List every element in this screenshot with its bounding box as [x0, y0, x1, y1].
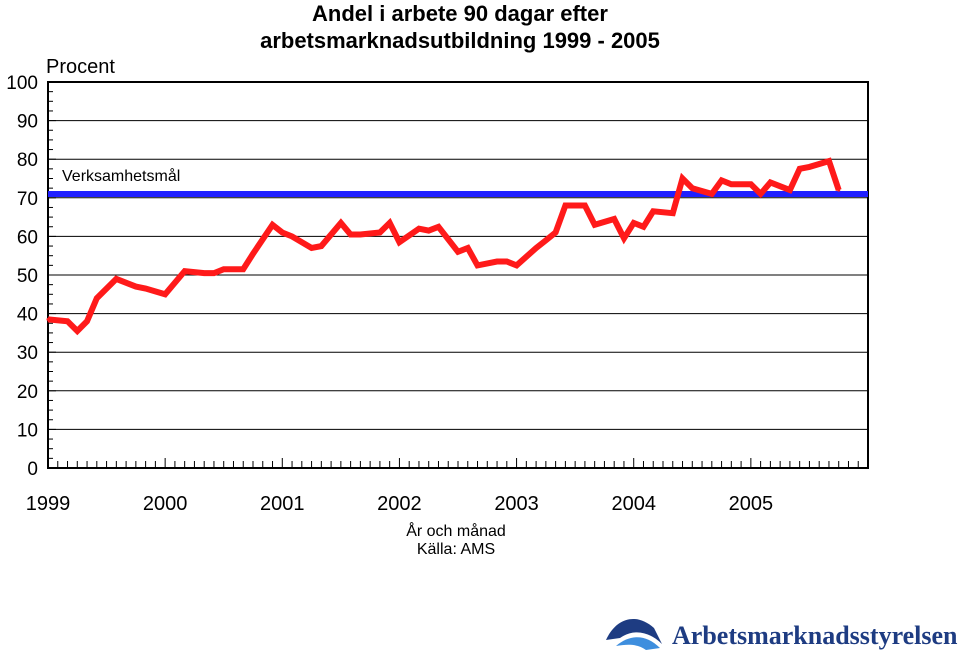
data-point: [95, 296, 99, 300]
data-point: [476, 263, 480, 267]
data-point: [134, 285, 138, 289]
data-point: [466, 246, 470, 250]
ams-wave-icon: [606, 618, 662, 650]
series-line: [47, 157, 842, 336]
data-point: [749, 182, 753, 186]
data-point: [241, 267, 245, 271]
y-tick-label: 0: [27, 459, 38, 480]
data-point: [720, 178, 724, 182]
data-point: [85, 319, 89, 323]
y-tick-label: 70: [17, 189, 38, 210]
x-tick-label: 2002: [377, 493, 422, 515]
data-point: [768, 180, 772, 184]
y-tick-label: 40: [17, 305, 38, 326]
x-tick-label: 2000: [143, 493, 188, 515]
data-point: [681, 177, 685, 180]
data-point: [358, 232, 362, 236]
data-point: [632, 221, 636, 225]
data-point: [544, 238, 548, 242]
data-point: [183, 269, 187, 273]
data-point: [612, 217, 616, 221]
y-tick-label: 100: [6, 73, 38, 94]
data-point: [271, 223, 275, 227]
y-tick-label: 10: [17, 420, 38, 441]
data-point: [378, 231, 382, 235]
logo-text: Arbetsmarknadsstyrelsen: [672, 621, 958, 650]
data-point: [290, 234, 294, 238]
data-point: [827, 159, 831, 163]
data-point: [651, 209, 655, 213]
line-chart: 0 10 20 30 40 50 60 70 80 90 100 1999 2000 2001 2002 20…: [6, 56, 869, 515]
source-label: Källa: AMS: [416, 541, 496, 558]
data-point: [593, 223, 597, 227]
y-tick-label: 20: [17, 382, 38, 403]
data-point: [563, 204, 567, 208]
chart-subtitle: arbetsmarknadsutbildning 1999 - 2005: [260, 28, 660, 53]
x-axis-label: År och månad: [406, 523, 506, 540]
data-point: [397, 240, 401, 244]
x-tick-label: 2005: [729, 493, 774, 515]
data-point: [251, 252, 255, 256]
data-point: [710, 192, 714, 196]
data-point: [222, 267, 226, 271]
data-point: [671, 211, 675, 215]
data-point: [46, 317, 50, 321]
data-point: [417, 227, 421, 231]
ams-logo: Arbetsmarknadsstyrelsen: [606, 618, 958, 650]
data-point: [837, 188, 841, 192]
x-tick-label: 2004: [611, 493, 656, 515]
data-point: [339, 221, 343, 225]
data-point: [554, 231, 558, 235]
data-point: [436, 225, 440, 229]
data-point: [310, 246, 314, 250]
x-tick-label: 1999: [26, 493, 71, 515]
data-point: [66, 319, 70, 323]
data-point: [114, 277, 118, 281]
data-point: [505, 259, 509, 263]
data-point: [280, 231, 284, 235]
y-tick-label: 80: [17, 150, 38, 171]
data-point: [641, 225, 645, 229]
data-point: [427, 229, 431, 233]
data-point: [388, 221, 392, 225]
chart-title: Andel i arbete 90 dagar efter: [312, 1, 608, 26]
target-label: Verksamhetsmål: [62, 167, 180, 185]
data-point: [515, 263, 519, 267]
data-point: [495, 259, 499, 263]
x-tick-label: 2003: [494, 493, 539, 515]
data-point: [163, 292, 167, 296]
y-tick-label: 30: [17, 343, 38, 364]
data-point: [144, 287, 148, 291]
data-point: [349, 232, 353, 236]
data-point: [788, 188, 792, 192]
data-point: [202, 271, 206, 275]
data-point: [583, 204, 587, 208]
data-point: [212, 271, 216, 275]
data-point: [690, 186, 694, 190]
data-point: [759, 192, 763, 196]
y-axis-label: Procent: [46, 56, 115, 78]
data-point: [798, 167, 802, 171]
data-point: [729, 182, 733, 186]
data-point: [75, 329, 79, 333]
y-tick-label: 90: [17, 112, 38, 133]
data-point: [622, 236, 626, 240]
chart-title-block: Andel i arbete 90 dagar efter arbetsmark…: [200, 0, 720, 54]
data-point: [807, 165, 811, 169]
data-point: [319, 244, 323, 248]
x-tick-label: 2001: [260, 493, 305, 515]
y-tick-label: 50: [17, 266, 38, 287]
y-tick-label: 60: [17, 227, 38, 248]
data-point: [534, 246, 538, 250]
data-point: [456, 250, 460, 254]
